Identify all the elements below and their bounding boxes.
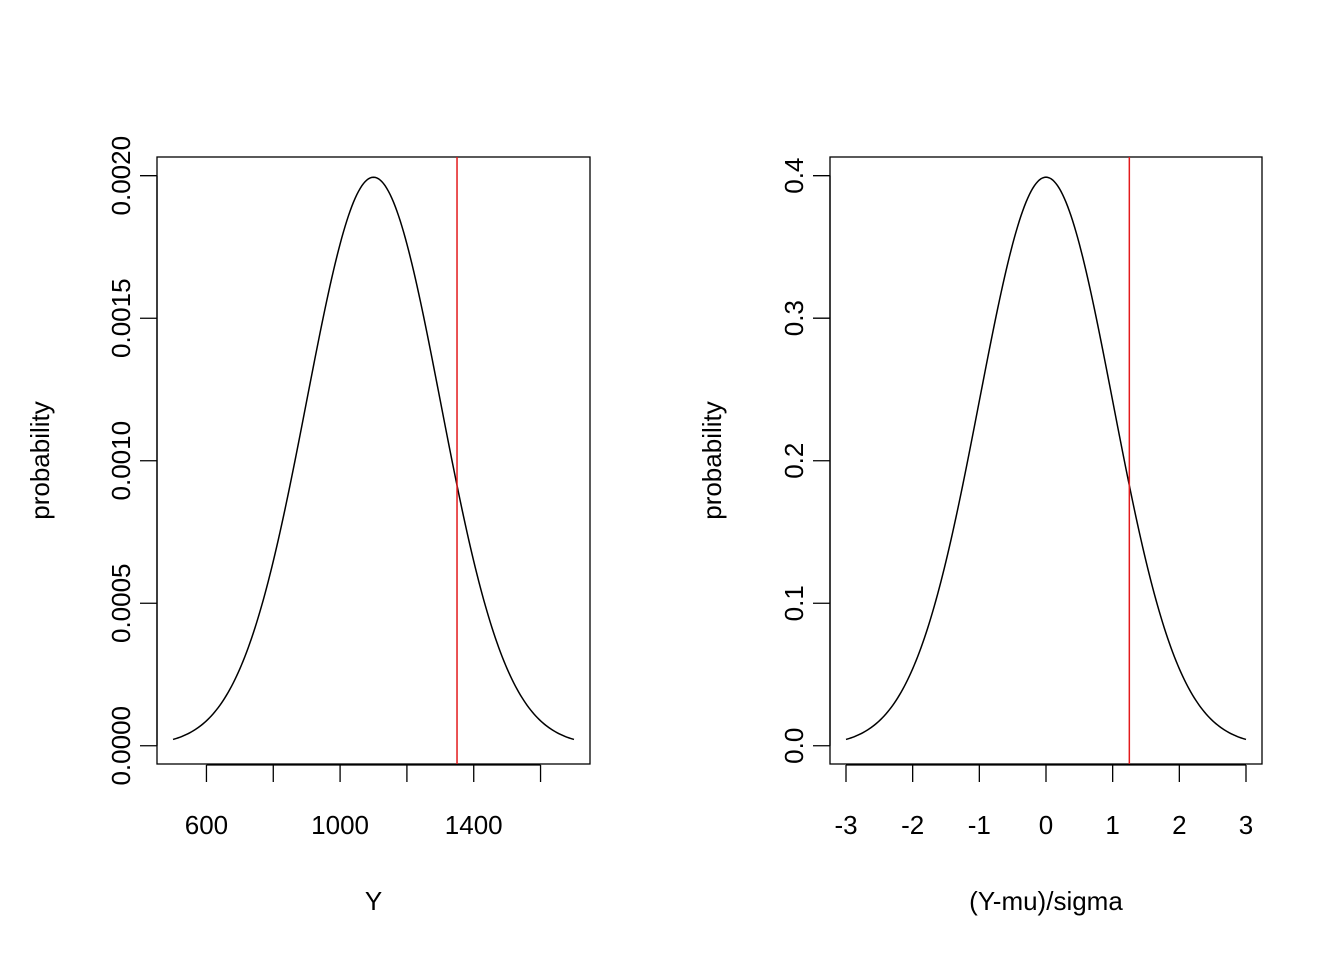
y-tick-label: 0.0010 [106, 421, 136, 501]
chart-panel-2: -3 -2 -1 0 1 2 3 0.0 0.1 0.2 0.3 0.4 (Y-mu)/sigma pro… [697, 156, 1263, 916]
density-curve [172, 176, 575, 741]
density-curve [845, 176, 1247, 741]
x-axis-title: Y [365, 886, 382, 916]
x-axis-title: (Y-mu)/sigma [969, 886, 1123, 916]
y-tick-label: 0.0020 [106, 136, 136, 216]
chart-panel-1: 600 1000 1400 0.0000 0.0005 0.0010 0.0015 0.002… [25, 136, 591, 916]
y-tick-label: 0.2 [779, 443, 809, 479]
x-tick-label: 0 [1039, 810, 1053, 840]
x-tick-label: 1000 [311, 810, 369, 840]
x-tick-label: 3 [1239, 810, 1253, 840]
x-tick-label: -2 [901, 810, 924, 840]
y-tick-label: 0.0000 [106, 706, 136, 786]
y-tick-label: 0.0 [779, 728, 809, 764]
x-tick-label: -3 [834, 810, 857, 840]
y-tick-label: 0.1 [779, 585, 809, 621]
plot-frame [829, 156, 1263, 765]
y-tick-label: 0.4 [779, 158, 809, 194]
y-tick-label: 0.3 [779, 300, 809, 336]
y-tick-label: 0.0015 [106, 278, 136, 358]
x-tick-label: 2 [1172, 810, 1186, 840]
y-axis-title: probability [697, 401, 727, 520]
x-tick-label: 1 [1105, 810, 1119, 840]
y-axis-title: probability [25, 401, 55, 520]
x-tick-label: 600 [185, 810, 228, 840]
x-tick-label: 1400 [445, 810, 503, 840]
x-tick-label: -1 [968, 810, 991, 840]
plot-frame [156, 156, 591, 765]
y-tick-label: 0.0005 [106, 563, 136, 643]
